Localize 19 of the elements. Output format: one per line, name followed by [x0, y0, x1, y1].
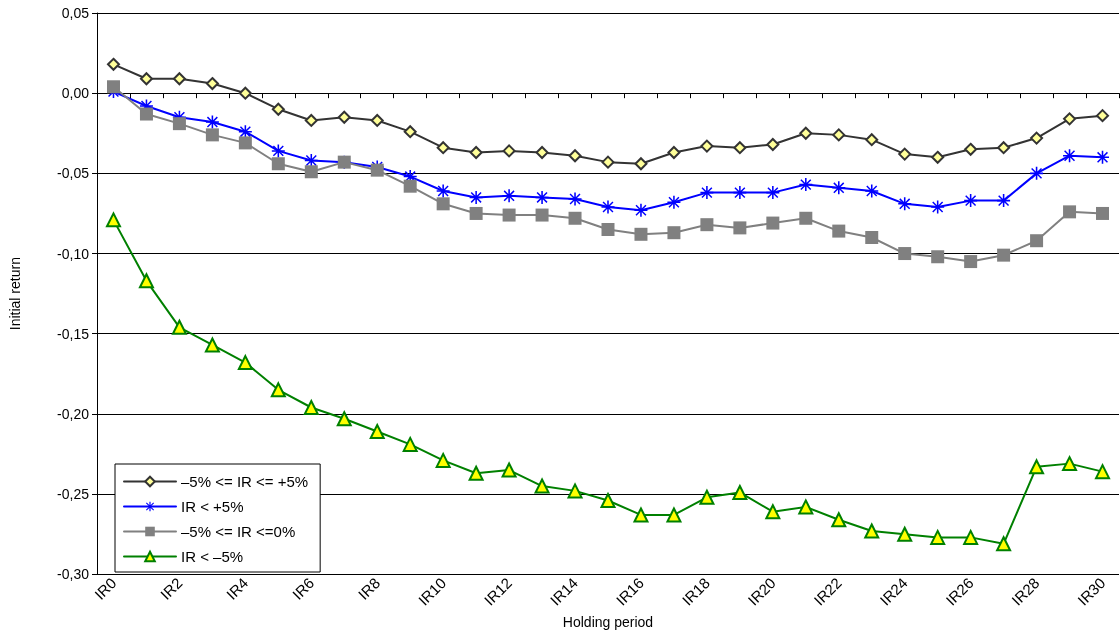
y-axis-title: Initial return	[7, 257, 23, 331]
x-axis-title: Holding period	[562, 614, 654, 630]
y-tick-label: -0,20	[57, 405, 90, 422]
legend-label: IR < –5%	[181, 548, 244, 565]
y-tick-label: -0,30	[57, 566, 90, 583]
legend-label: IR < +5%	[181, 498, 244, 515]
y-tick-label: -0,15	[57, 325, 90, 342]
y-tick-label: 0,00	[61, 85, 90, 102]
y-tick-label: -0,05	[57, 165, 90, 182]
y-tick-label: -0,25	[57, 486, 90, 503]
x-tick-label: IR4	[222, 574, 252, 603]
x-tick-label: IR0	[90, 574, 120, 603]
y-tick-label: -0,10	[57, 245, 90, 262]
x-tick-label: IR6	[288, 574, 318, 603]
x-tick-label: IR2	[156, 574, 186, 603]
x-tick-label: IR8	[354, 574, 384, 603]
y-tick-label: 0,05	[61, 5, 90, 21]
legend-label: –5% <= IR <= +5%	[181, 473, 309, 490]
legend-label: –5% <= IR <=0%	[181, 523, 296, 540]
